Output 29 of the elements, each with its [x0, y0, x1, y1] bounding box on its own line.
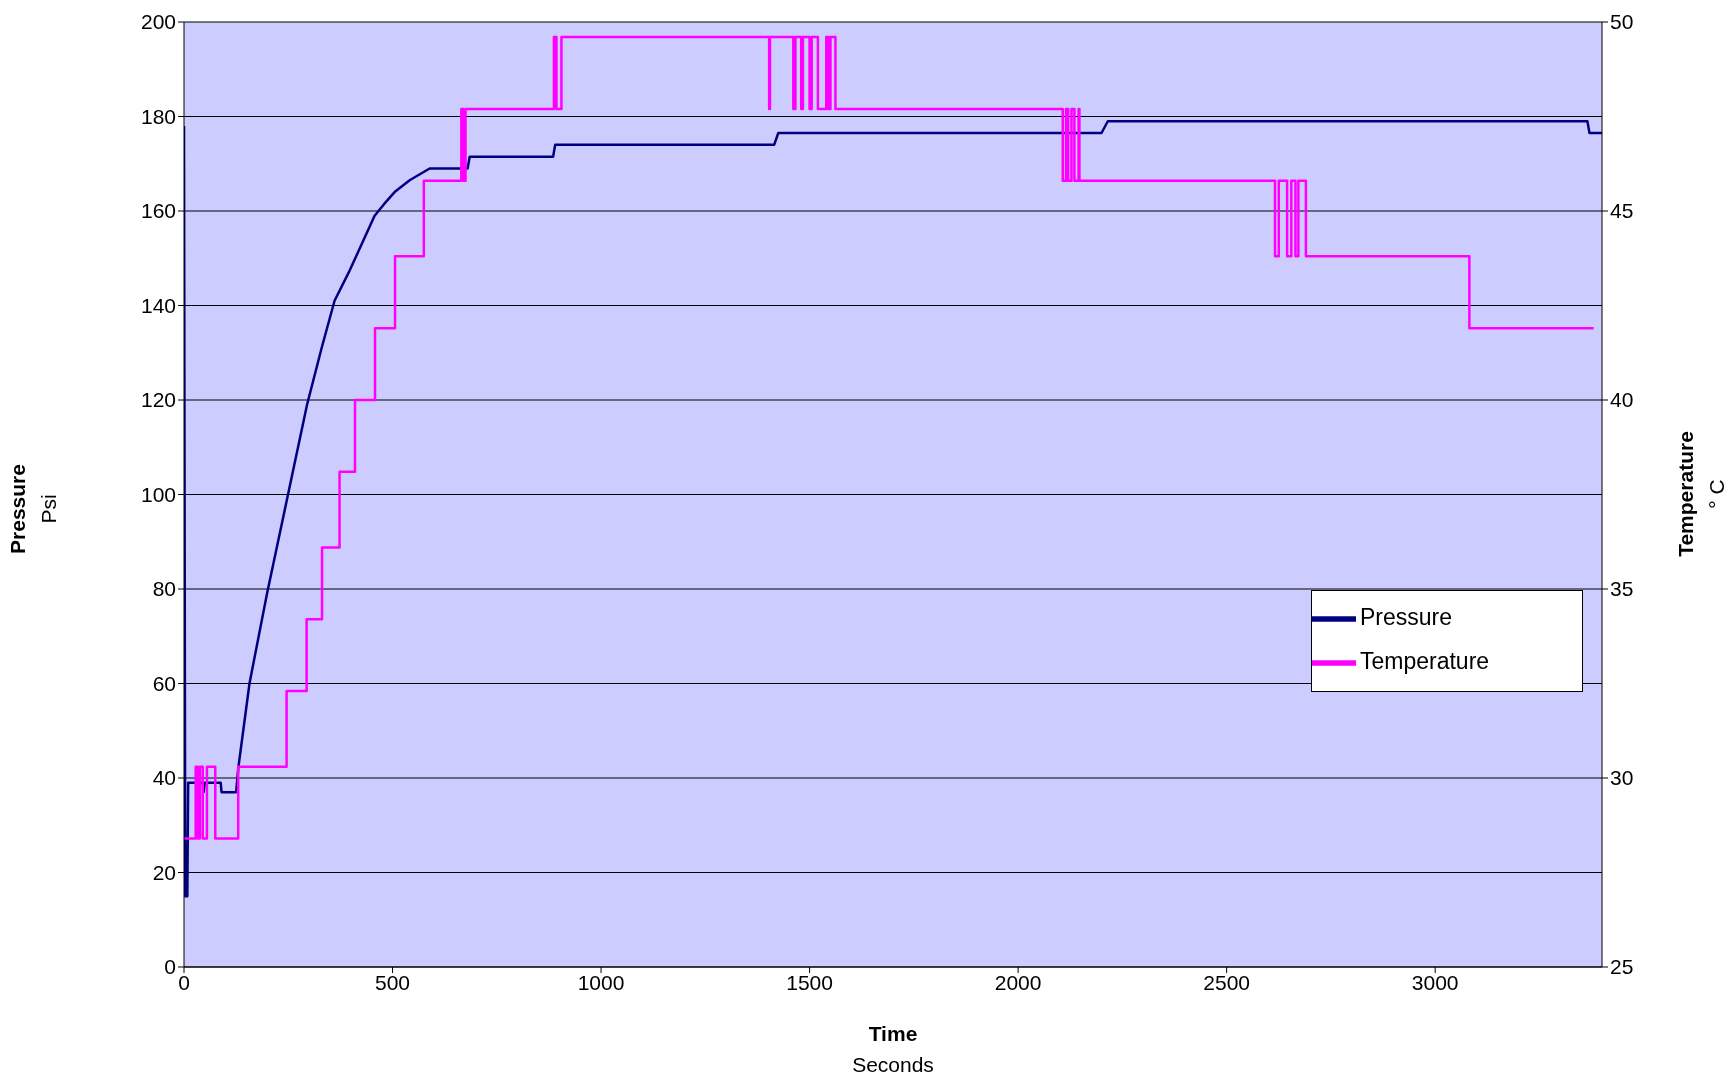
y-tick-label: 140: [140, 293, 176, 317]
x-tick-label: 3000: [1411, 970, 1459, 994]
x-axis-title: Time Seconds: [851, 1021, 935, 1078]
x-tick-label: 2500: [1203, 970, 1251, 994]
x-tick-label: 500: [375, 970, 411, 994]
y-tick-label: 60: [152, 671, 176, 695]
y2-tick-label: 35: [1610, 577, 1634, 601]
y-tick-label: 80: [152, 577, 176, 601]
x-tick-label: 2000: [994, 970, 1042, 994]
line-series: [184, 35, 1595, 840]
legend-label: Temperature: [1360, 648, 1490, 675]
y2-tick-label: 40: [1610, 388, 1634, 412]
legend-label: Pressure: [1360, 604, 1453, 631]
y2-tick-label: 45: [1610, 199, 1634, 223]
y-tick-label: 0: [164, 955, 176, 979]
y-tick-label: 120: [140, 388, 176, 412]
y-tick-label: 40: [152, 766, 176, 790]
y-tick-label: 160: [140, 199, 176, 223]
y2-tick-label: 25: [1610, 955, 1634, 979]
y2-tick-label: 50: [1610, 10, 1634, 34]
x-tick-label: 1500: [786, 970, 833, 994]
y-tick-label: 180: [140, 104, 176, 128]
y2-tick-label: 30: [1610, 766, 1634, 790]
y-axis-title: Pressure Psi: [4, 464, 61, 554]
x-tick-label: 1000: [577, 970, 625, 994]
y-tick-label: 200: [140, 10, 176, 34]
y2-axis-title: Temperature ° C: [1672, 431, 1729, 557]
y-tick-label: 100: [140, 482, 176, 506]
y-tick-label: 20: [152, 860, 176, 884]
